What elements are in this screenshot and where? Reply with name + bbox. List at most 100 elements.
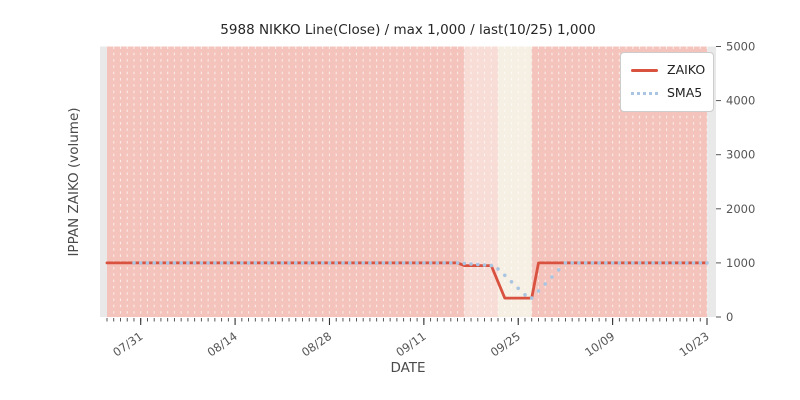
sma5-dot xyxy=(192,261,197,265)
sma5-dot xyxy=(320,261,325,265)
sma5-dot xyxy=(435,261,440,265)
sma5-dot xyxy=(671,261,676,265)
y-tick-label: 5000 xyxy=(726,40,755,54)
sma5-dot xyxy=(300,261,305,265)
x-axis-label: DATE xyxy=(390,360,426,376)
sma5-dot xyxy=(395,261,399,265)
legend: ZAIKO SMA5 xyxy=(620,52,714,112)
sma5-dot xyxy=(570,261,574,265)
sma5-dot xyxy=(597,261,601,265)
sma5-dot xyxy=(469,262,473,266)
sma5-dot xyxy=(543,282,547,286)
sma5-dot xyxy=(368,261,372,265)
sma5-dot xyxy=(536,289,541,293)
sma5-dot xyxy=(374,261,379,265)
sma5-dot xyxy=(219,261,224,265)
sma5-dot xyxy=(658,261,662,265)
sma5-dot xyxy=(449,261,453,265)
sma5-dot xyxy=(347,261,352,265)
sma5-dot xyxy=(496,267,500,271)
sma5-dot xyxy=(327,261,332,265)
sma5-dot xyxy=(644,261,649,265)
x-tick-label: 10/09 xyxy=(582,329,617,359)
sma5-dot xyxy=(550,275,554,279)
x-tick-label: 07/31 xyxy=(110,329,145,359)
sma5-dot xyxy=(428,261,433,265)
y-tick-label: 3000 xyxy=(726,148,755,162)
sma5-dot xyxy=(422,261,426,265)
sma5-dot xyxy=(354,261,359,265)
sma5-dot xyxy=(240,261,244,265)
legend-label-sma5: SMA5 xyxy=(667,85,703,101)
sma5-dot xyxy=(631,261,635,265)
legend-label-zaiko: ZAIKO xyxy=(667,62,706,78)
sma5-dot xyxy=(583,261,588,265)
sma5-dot xyxy=(145,261,150,265)
sma5-dot xyxy=(563,261,568,265)
sma5-dot xyxy=(172,261,177,265)
sma5-dot xyxy=(138,261,143,265)
sma5-dot xyxy=(637,261,642,265)
day-band xyxy=(107,46,465,317)
sma5-dot xyxy=(253,261,258,265)
sma5-dot xyxy=(678,261,682,265)
sma5-dot xyxy=(516,286,520,291)
sma5-dot xyxy=(455,261,460,265)
sma5-dot xyxy=(590,261,595,265)
sma5-dot xyxy=(401,261,406,265)
sma5-dot xyxy=(556,268,561,272)
sma5-dot xyxy=(509,280,514,284)
sma5-dot xyxy=(132,261,136,265)
y-tick-label: 2000 xyxy=(726,202,755,216)
sma5-dot xyxy=(664,261,669,265)
day-band xyxy=(464,46,499,317)
y-tick-label: 0 xyxy=(726,310,733,324)
sma5-dot xyxy=(442,261,446,265)
sma5-dot xyxy=(489,263,494,268)
sma5-dot xyxy=(604,261,608,265)
legend-item-zaiko: ZAIKO xyxy=(631,62,706,79)
sma5-dot xyxy=(691,261,696,265)
sma5-dot xyxy=(179,261,183,265)
sma5-dot xyxy=(334,261,339,265)
sma5-dot xyxy=(341,261,345,265)
x-tick-label: 08/28 xyxy=(299,329,334,359)
zaiko-line-swatch xyxy=(631,69,658,72)
sma5-dot xyxy=(408,261,413,265)
sma5-dot xyxy=(159,261,163,265)
sma5-dot xyxy=(206,261,210,265)
y-tick-label: 4000 xyxy=(726,94,755,108)
sma5-dot xyxy=(273,261,278,265)
sma5-dot xyxy=(152,261,156,265)
sma5-dot xyxy=(260,261,264,265)
sma5-dot xyxy=(199,261,204,265)
sma5-dot xyxy=(226,261,231,265)
sma5-dot xyxy=(577,261,581,265)
sma5-dot xyxy=(617,261,622,265)
chart-title: 5988 NIKKO Line(Close) / max 1,000 / las… xyxy=(220,22,596,38)
sma5-dots-swatch xyxy=(631,92,658,95)
sma5-dot xyxy=(165,261,170,265)
sma5-dot xyxy=(307,261,312,265)
x-tick-label: 09/11 xyxy=(393,329,428,359)
x-tick-label: 10/23 xyxy=(677,329,712,359)
sma5-dot xyxy=(523,293,527,297)
sma5-dot xyxy=(213,261,217,265)
y-tick-label: 1000 xyxy=(726,256,755,270)
sma5-dot xyxy=(361,261,366,265)
sma5-dot xyxy=(503,273,507,278)
legend-item-sma5: SMA5 xyxy=(631,85,703,102)
sma5-dot xyxy=(462,261,467,266)
sma5-dot xyxy=(388,261,392,265)
sma5-dot xyxy=(381,261,386,265)
sma5-dot xyxy=(685,261,689,265)
day-band xyxy=(498,46,532,317)
sma5-dot xyxy=(624,261,628,265)
sma5-dot xyxy=(314,261,318,265)
sma5-dot xyxy=(233,261,237,265)
sma5-dot xyxy=(415,261,419,265)
sma5-dot xyxy=(186,261,190,265)
sma5-dot xyxy=(280,261,285,265)
sma5-dot xyxy=(287,261,291,265)
